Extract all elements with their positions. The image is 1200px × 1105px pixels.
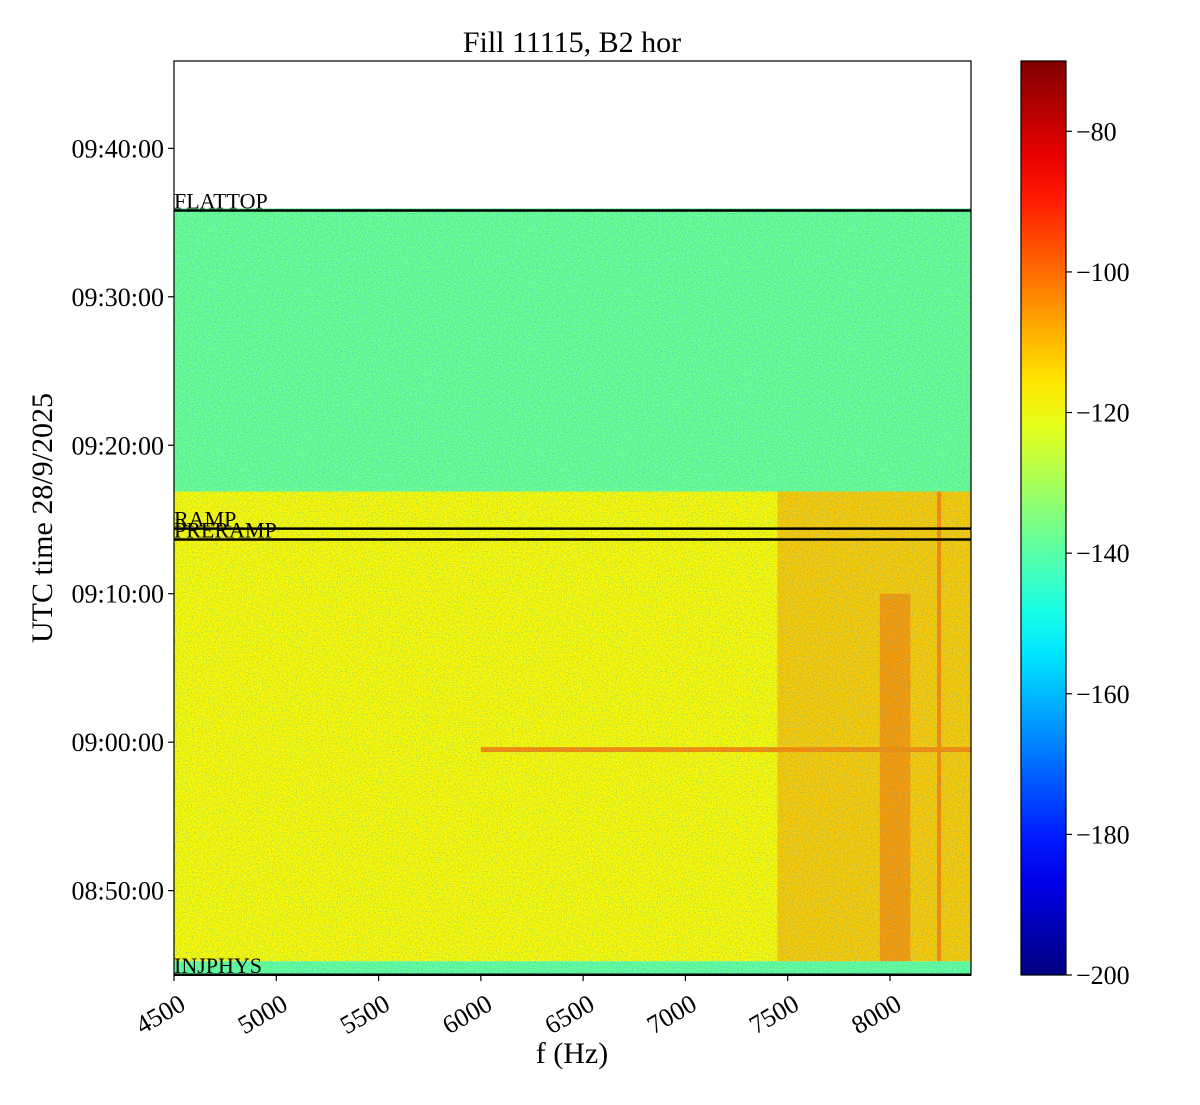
x-tick-label: 8000: [847, 989, 907, 1040]
y-axis-label: UTC time 28/9/2025: [26, 393, 59, 643]
y-tick-label: 09:00:00: [72, 728, 164, 757]
x-tick-label: 6500: [540, 989, 600, 1040]
marker-label: RAMP: [174, 507, 236, 532]
x-tick-label: 4500: [131, 989, 191, 1040]
x-tick-label: 5500: [335, 989, 395, 1040]
y-tick-label: 09:30:00: [72, 283, 164, 312]
colorbar-tick-label: −100: [1076, 258, 1130, 287]
marker-label: INJPHYS: [174, 953, 262, 978]
plot-area: [174, 208, 971, 975]
colorbar-tick-label: −180: [1076, 820, 1130, 849]
colorbar-tick-label: −80: [1076, 117, 1117, 146]
x-tick-label: 5000: [233, 989, 293, 1040]
colorbar: −200 −180 −160 −140 −120 −100 −80: [1021, 61, 1130, 990]
x-tick-label: 7000: [642, 989, 702, 1040]
plot-frame: [173, 60, 972, 976]
chart-title: Fill 11115, B2 hor: [463, 26, 681, 59]
x-axis-label: f (Hz): [536, 1037, 608, 1070]
colorbar-fill: [1021, 61, 1066, 975]
colorbar-tick-label: −140: [1076, 539, 1130, 568]
y-tick-label: 08:50:00: [72, 877, 164, 906]
noise-texture: [174, 208, 971, 975]
y-tick-label: 09:10:00: [72, 580, 164, 609]
colorbar-tick-label: −120: [1076, 399, 1130, 428]
marker-label: PRERAMP: [174, 518, 277, 543]
marker-label: FLATTOP: [174, 188, 268, 213]
colorbar-frame: [1020, 60, 1067, 976]
colorbar-tick-label: −200: [1076, 961, 1130, 990]
y-tick-label: 09:40:00: [72, 134, 164, 163]
y-tick-label: 09:20:00: [72, 431, 164, 460]
colorbar-tick-label: −160: [1076, 680, 1130, 709]
x-tick-label: 6000: [437, 989, 497, 1040]
x-tick-label: 7500: [744, 989, 804, 1040]
